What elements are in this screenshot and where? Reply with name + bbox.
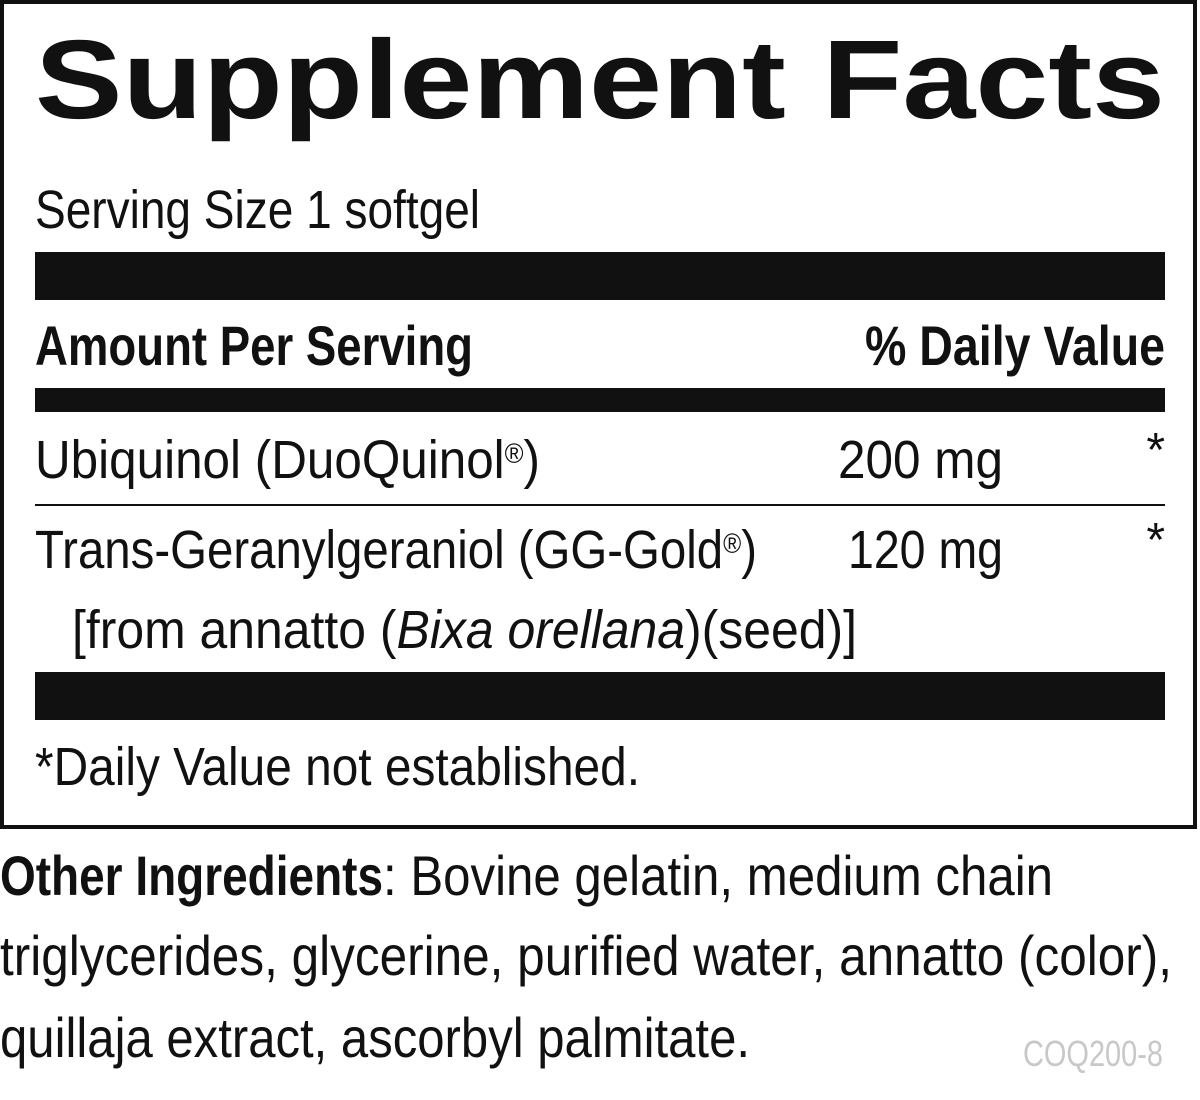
daily-value-header: % Daily Value xyxy=(865,314,1165,377)
row-divider xyxy=(35,504,1165,506)
other-ingredients-line: : Bovine gelatin, medium chain xyxy=(383,844,1053,907)
other-ingredients-line: triglycerides, glycerine, purified water… xyxy=(0,924,1172,987)
name-text: ) xyxy=(524,430,540,490)
facts-box xyxy=(0,0,1197,829)
ingredient-amount: 120 mg xyxy=(848,520,1003,580)
amount-header: Amount Per Serving xyxy=(35,314,473,377)
name-text: ) xyxy=(741,520,757,580)
daily-value: * xyxy=(1146,424,1165,477)
serving-size: Serving Size 1 softgel xyxy=(35,180,480,240)
ingredient-source: [from annatto (Bixa orellana)(seed)] xyxy=(72,600,857,660)
name-text: Ubiquinol (DuoQuinol xyxy=(35,430,505,490)
ingredient-name: Trans-Geranylgeraniol (GG-Gold®) xyxy=(35,520,757,580)
name-text: Trans-Geranylgeraniol (GG-Gold xyxy=(35,520,723,580)
daily-value: * xyxy=(1146,514,1165,567)
source-text: [from annatto ( xyxy=(72,600,397,660)
source-species: Bixa orellana xyxy=(397,600,686,660)
ingredient-amount: 200 mg xyxy=(838,430,1003,490)
ingredient-name: Ubiquinol (DuoQuinol®) xyxy=(35,430,540,490)
divider-bar xyxy=(35,388,1165,412)
registered-mark: ® xyxy=(723,528,741,559)
product-code: COQ200-8 xyxy=(1023,1033,1163,1074)
registered-mark: ® xyxy=(505,438,524,469)
title: Supplement Facts xyxy=(35,17,1165,142)
footnote: *Daily Value not established. xyxy=(35,737,640,797)
divider-bar xyxy=(35,252,1165,300)
divider-bar xyxy=(35,672,1165,720)
other-ingredients-line: quillaja extract, ascorbyl palmitate. xyxy=(0,1006,750,1069)
source-text: )(seed)] xyxy=(685,600,857,660)
other-ingredients-label: Other Ingredients xyxy=(0,844,383,907)
